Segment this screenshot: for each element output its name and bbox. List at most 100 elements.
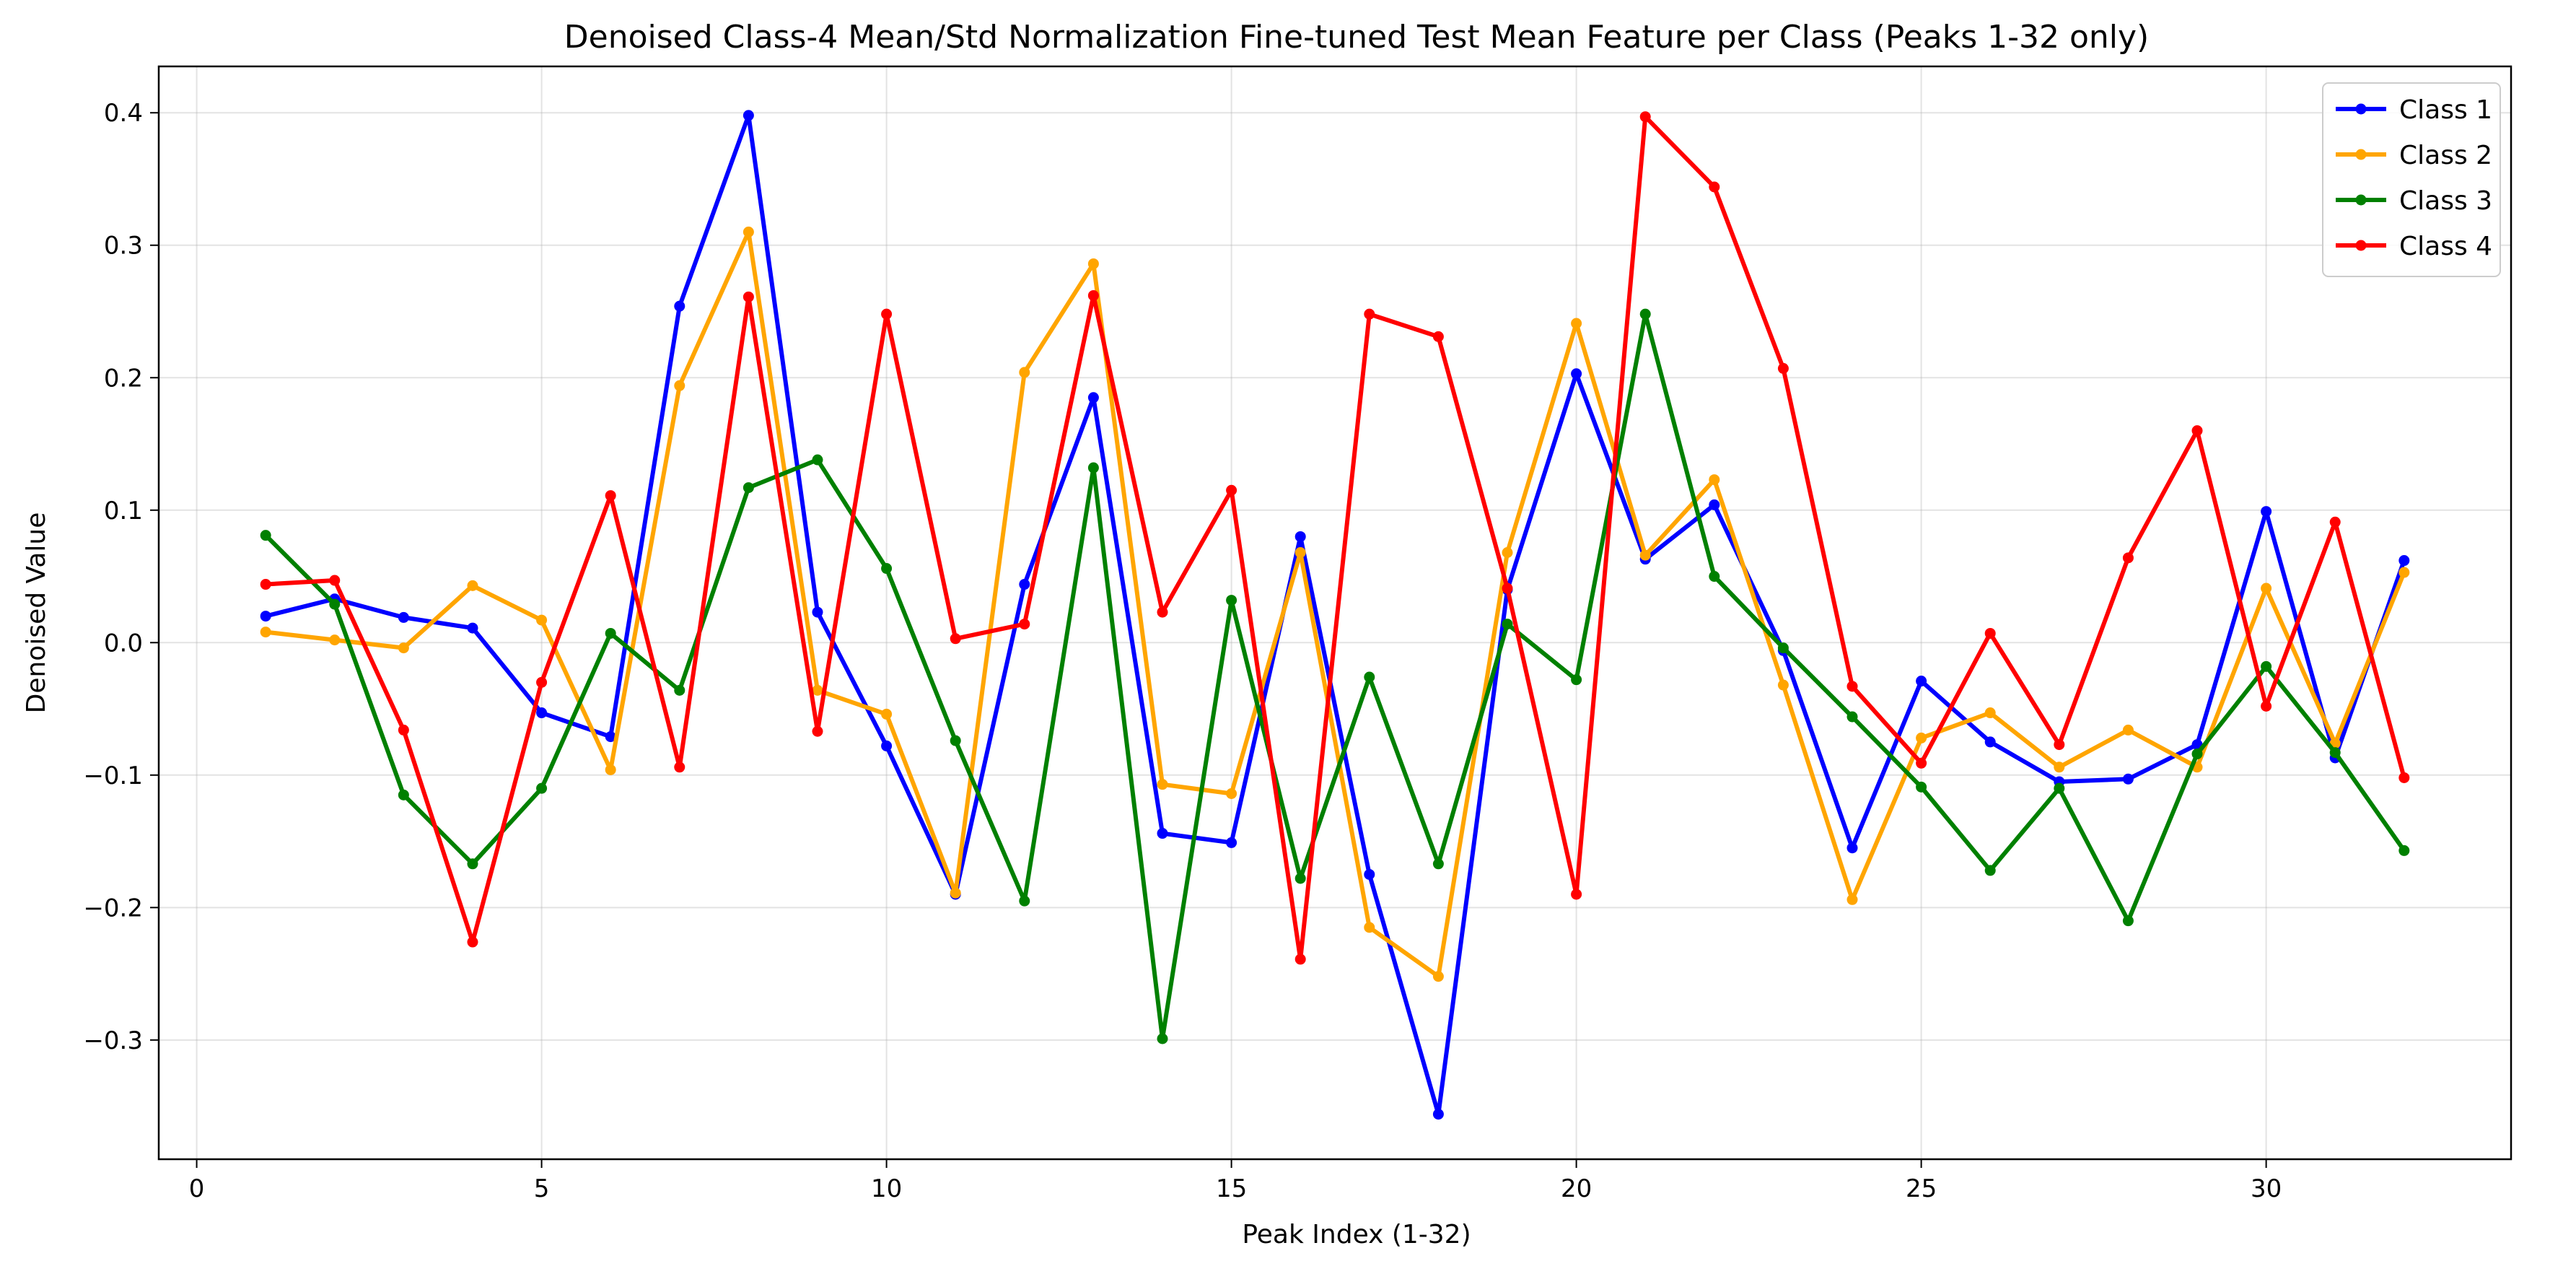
data-point bbox=[260, 530, 271, 541]
data-point bbox=[1294, 954, 1306, 965]
legend-label: Class 1 bbox=[2399, 95, 2492, 125]
data-point bbox=[2329, 747, 2341, 759]
data-point bbox=[881, 708, 893, 720]
data-point bbox=[812, 684, 823, 696]
data-point bbox=[1364, 671, 1375, 683]
series-line bbox=[263, 113, 2406, 1117]
legend-box bbox=[2322, 82, 2501, 277]
legend-marker bbox=[2355, 149, 2367, 160]
y-tick-label: −0.1 bbox=[83, 762, 143, 790]
data-point bbox=[1019, 895, 1030, 907]
data-point bbox=[1087, 392, 1099, 403]
y-axis-label: Denoised Value bbox=[22, 512, 51, 714]
legend-label: Class 4 bbox=[2399, 232, 2492, 261]
data-point bbox=[742, 110, 754, 121]
data-point bbox=[1364, 308, 1375, 320]
data-point bbox=[742, 291, 754, 302]
data-point bbox=[2122, 915, 2134, 927]
data-point bbox=[536, 676, 548, 688]
legend-marker bbox=[2355, 240, 2367, 251]
data-point bbox=[1226, 595, 1237, 606]
data-point bbox=[1157, 828, 1168, 839]
data-point bbox=[1984, 865, 1996, 876]
data-point bbox=[950, 887, 961, 899]
data-point bbox=[950, 633, 961, 645]
data-point bbox=[1916, 732, 1927, 743]
data-point bbox=[1432, 971, 1444, 982]
data-point bbox=[1916, 757, 1927, 769]
data-point bbox=[674, 684, 685, 696]
legend-marker bbox=[2355, 103, 2367, 115]
data-point bbox=[2054, 739, 2065, 751]
data-point bbox=[950, 735, 961, 746]
data-point bbox=[812, 454, 823, 466]
data-point bbox=[605, 764, 616, 775]
data-point bbox=[1157, 1033, 1168, 1044]
data-point bbox=[1984, 627, 1996, 639]
x-tick-label: 5 bbox=[534, 1174, 550, 1203]
data-point bbox=[1916, 781, 1927, 793]
data-point bbox=[2261, 700, 2272, 712]
legend-item: Class 1 bbox=[2336, 95, 2492, 125]
y-tick-label: 0.3 bbox=[104, 232, 143, 261]
series-class-3 bbox=[260, 308, 2410, 1044]
data-point bbox=[1502, 619, 1513, 630]
data-point bbox=[605, 731, 616, 743]
x-tick-label: 0 bbox=[189, 1174, 205, 1203]
data-point bbox=[1432, 331, 1444, 342]
data-point bbox=[1019, 367, 1030, 378]
data-point bbox=[260, 627, 271, 638]
data-point bbox=[1087, 462, 1099, 474]
series-class-2 bbox=[260, 226, 2410, 982]
data-point bbox=[329, 598, 341, 610]
data-point bbox=[1502, 547, 1513, 559]
data-point bbox=[1571, 318, 1582, 329]
data-point bbox=[398, 789, 409, 800]
axis-ticks: 0 5 10 15 20 25 30 −0.3 −0.2 −0.1 0.0 0.1 0.2 0.3 0.4 bbox=[83, 99, 2282, 1203]
data-point bbox=[260, 579, 271, 590]
data-point bbox=[674, 300, 685, 312]
data-point bbox=[1571, 889, 1582, 900]
y-tick-label: 0.4 bbox=[104, 99, 143, 128]
data-point bbox=[1984, 736, 1996, 748]
data-point bbox=[605, 627, 616, 639]
data-point bbox=[1364, 868, 1375, 880]
legend-label: Class 3 bbox=[2399, 186, 2492, 216]
data-point bbox=[1226, 484, 1237, 496]
data-point bbox=[2398, 567, 2410, 578]
data-point bbox=[812, 725, 823, 737]
data-point bbox=[2054, 782, 2065, 794]
y-tick-label: 0.2 bbox=[104, 364, 143, 393]
data-point bbox=[2398, 845, 2410, 856]
data-point bbox=[742, 226, 754, 237]
series-line bbox=[263, 114, 2406, 961]
data-point bbox=[1709, 571, 1720, 583]
data-point bbox=[812, 606, 823, 618]
data-point bbox=[1019, 579, 1030, 590]
data-point bbox=[1294, 531, 1306, 542]
data-point bbox=[674, 380, 685, 391]
legend-item: Class 3 bbox=[2336, 186, 2492, 216]
data-point bbox=[1226, 787, 1237, 799]
data-point bbox=[1019, 619, 1030, 630]
data-point bbox=[881, 563, 893, 575]
data-point bbox=[2329, 516, 2341, 528]
data-point bbox=[1709, 499, 1720, 510]
data-point bbox=[1916, 676, 1927, 687]
legend-item: Class 4 bbox=[2336, 232, 2492, 261]
data-point bbox=[467, 936, 478, 948]
data-point bbox=[674, 762, 685, 773]
data-point bbox=[1571, 674, 1582, 686]
data-point bbox=[1984, 707, 1996, 719]
data-point bbox=[1432, 1109, 1444, 1120]
data-point bbox=[467, 622, 478, 634]
x-axis-label: Peak Index (1-32) bbox=[1242, 1220, 1471, 1249]
data-point bbox=[605, 490, 616, 502]
data-point bbox=[1846, 681, 1858, 692]
data-point bbox=[1502, 583, 1513, 594]
data-point bbox=[2054, 762, 2065, 773]
data-point bbox=[536, 782, 548, 794]
data-point bbox=[1639, 308, 1651, 320]
